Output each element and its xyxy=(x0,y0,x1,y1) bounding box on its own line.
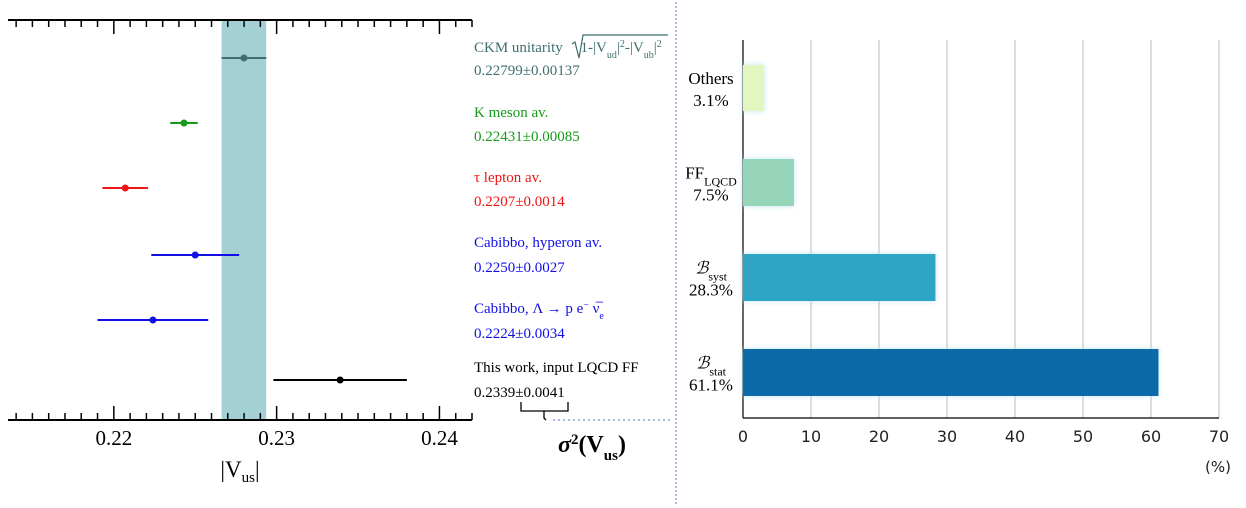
point-value-label: 0.2250±0.0027 xyxy=(474,260,565,276)
x-tick-label: 0.23 xyxy=(258,426,295,450)
vus-comparison-plot: 0.22 0.23 0.24|Vus|CKM unitarity 1-|Vud|2-… xyxy=(8,19,672,486)
ckm-unitarity-band xyxy=(221,20,267,420)
sigma-label: σ2(Vus) xyxy=(558,432,626,464)
point-value-label: 0.22431±0.00085 xyxy=(474,129,580,145)
bar xyxy=(743,349,1159,396)
point-label-part: 1-|V xyxy=(581,40,607,56)
x-tick-label: 60 xyxy=(1141,427,1161,446)
sigma-label-sigma: σ xyxy=(558,432,572,458)
point-label-part: | xyxy=(617,40,620,56)
error-bracket-stem xyxy=(543,411,547,421)
category-label: ℬstat xyxy=(696,354,727,379)
data-point xyxy=(180,119,188,127)
point-label-part: K meson av. xyxy=(474,105,548,121)
point-label-part: Cabibbo, hyperon av. xyxy=(474,235,602,251)
x-tick-label: 20 xyxy=(869,427,889,446)
point-label-part: − xyxy=(583,300,589,311)
point-value-label: 0.2207±0.0014 xyxy=(474,194,565,210)
x-axis-label-sub: us xyxy=(242,470,256,486)
x-tick-label: 0.22 xyxy=(95,426,132,450)
point-label-part: 2 xyxy=(657,39,662,50)
data-point xyxy=(149,316,157,324)
data-point xyxy=(121,184,129,192)
value-label: 3.1% xyxy=(693,91,728,110)
point-value-label: 0.22799±0.00137 xyxy=(474,63,580,79)
error-bracket xyxy=(520,402,569,412)
point-label: Cabibbo, hyperon av. xyxy=(474,235,602,251)
point-label: CKM unitarity 1-|Vud|2-|Vub|2 xyxy=(474,39,662,61)
point-label-part: Cabibbo, Λ → p e xyxy=(474,301,584,317)
data-point xyxy=(191,251,199,259)
category-label: FFLQCD xyxy=(685,164,737,189)
point-label-part: This work, input LQCD FF xyxy=(474,360,639,376)
x-axis-unit: (%) xyxy=(1205,458,1231,476)
x-tick-label: 30 xyxy=(937,427,957,446)
value-label: 61.1% xyxy=(689,376,733,395)
x-tick-label: 40 xyxy=(1005,427,1025,446)
point-label-part: -|V xyxy=(625,40,644,56)
x-tick-label: 50 xyxy=(1073,427,1093,446)
bar xyxy=(743,254,936,301)
category-label-sub: syst xyxy=(708,270,727,284)
category-label: Others xyxy=(688,69,733,88)
point-label-part: | xyxy=(654,40,657,56)
value-label: 28.3% xyxy=(689,281,733,300)
sqrt-sign xyxy=(571,34,668,59)
point-value-label: 0.2339±0.0041 xyxy=(474,385,565,401)
sigma-label-end: ) xyxy=(618,432,626,458)
sigma-label-rest: (V xyxy=(578,432,604,458)
category-label-main: Others xyxy=(688,69,733,88)
x-axis-label-suffix: | xyxy=(255,457,260,482)
x-axis-label: |Vus| xyxy=(220,457,259,486)
point-label: τ lepton av. xyxy=(474,170,542,186)
bar xyxy=(743,159,794,206)
x-tick-label: 10 xyxy=(801,427,821,446)
x-axis-label-main: |V xyxy=(220,457,242,482)
bar xyxy=(743,65,765,111)
point-value-label: 0.2224±0.0034 xyxy=(474,326,565,342)
sigma-label-sup: 2 xyxy=(571,432,579,448)
x-tick-label: 70 xyxy=(1209,427,1229,446)
point-label-part: e xyxy=(599,311,604,322)
category-label-sub: stat xyxy=(709,365,726,379)
point-label-part: CKM unitarity xyxy=(474,40,567,56)
point-label-part: ub xyxy=(644,50,654,61)
data-point xyxy=(336,376,344,384)
point-label-part: 2 xyxy=(620,39,625,50)
x-tick-label: 0.24 xyxy=(421,426,458,450)
point-label: K meson av. xyxy=(474,105,548,121)
point-label-part: τ lepton av. xyxy=(474,170,542,186)
point-label: This work, input LQCD FF xyxy=(474,360,639,376)
category-label-main: ℬ xyxy=(695,259,710,278)
x-tick-label: 0 xyxy=(738,427,748,446)
category-label-sub: LQCD xyxy=(704,175,737,189)
category-label-main: FF xyxy=(685,164,704,183)
point-label-part: ud xyxy=(607,50,617,61)
data-point xyxy=(240,54,248,62)
sigma-label-sub: us xyxy=(604,448,618,464)
point-label: Cabibbo, Λ → p e− ν̅e xyxy=(474,300,604,322)
value-label: 7.5% xyxy=(693,186,728,205)
category-label: ℬsyst xyxy=(695,259,728,284)
category-label-main: ℬ xyxy=(696,354,711,373)
